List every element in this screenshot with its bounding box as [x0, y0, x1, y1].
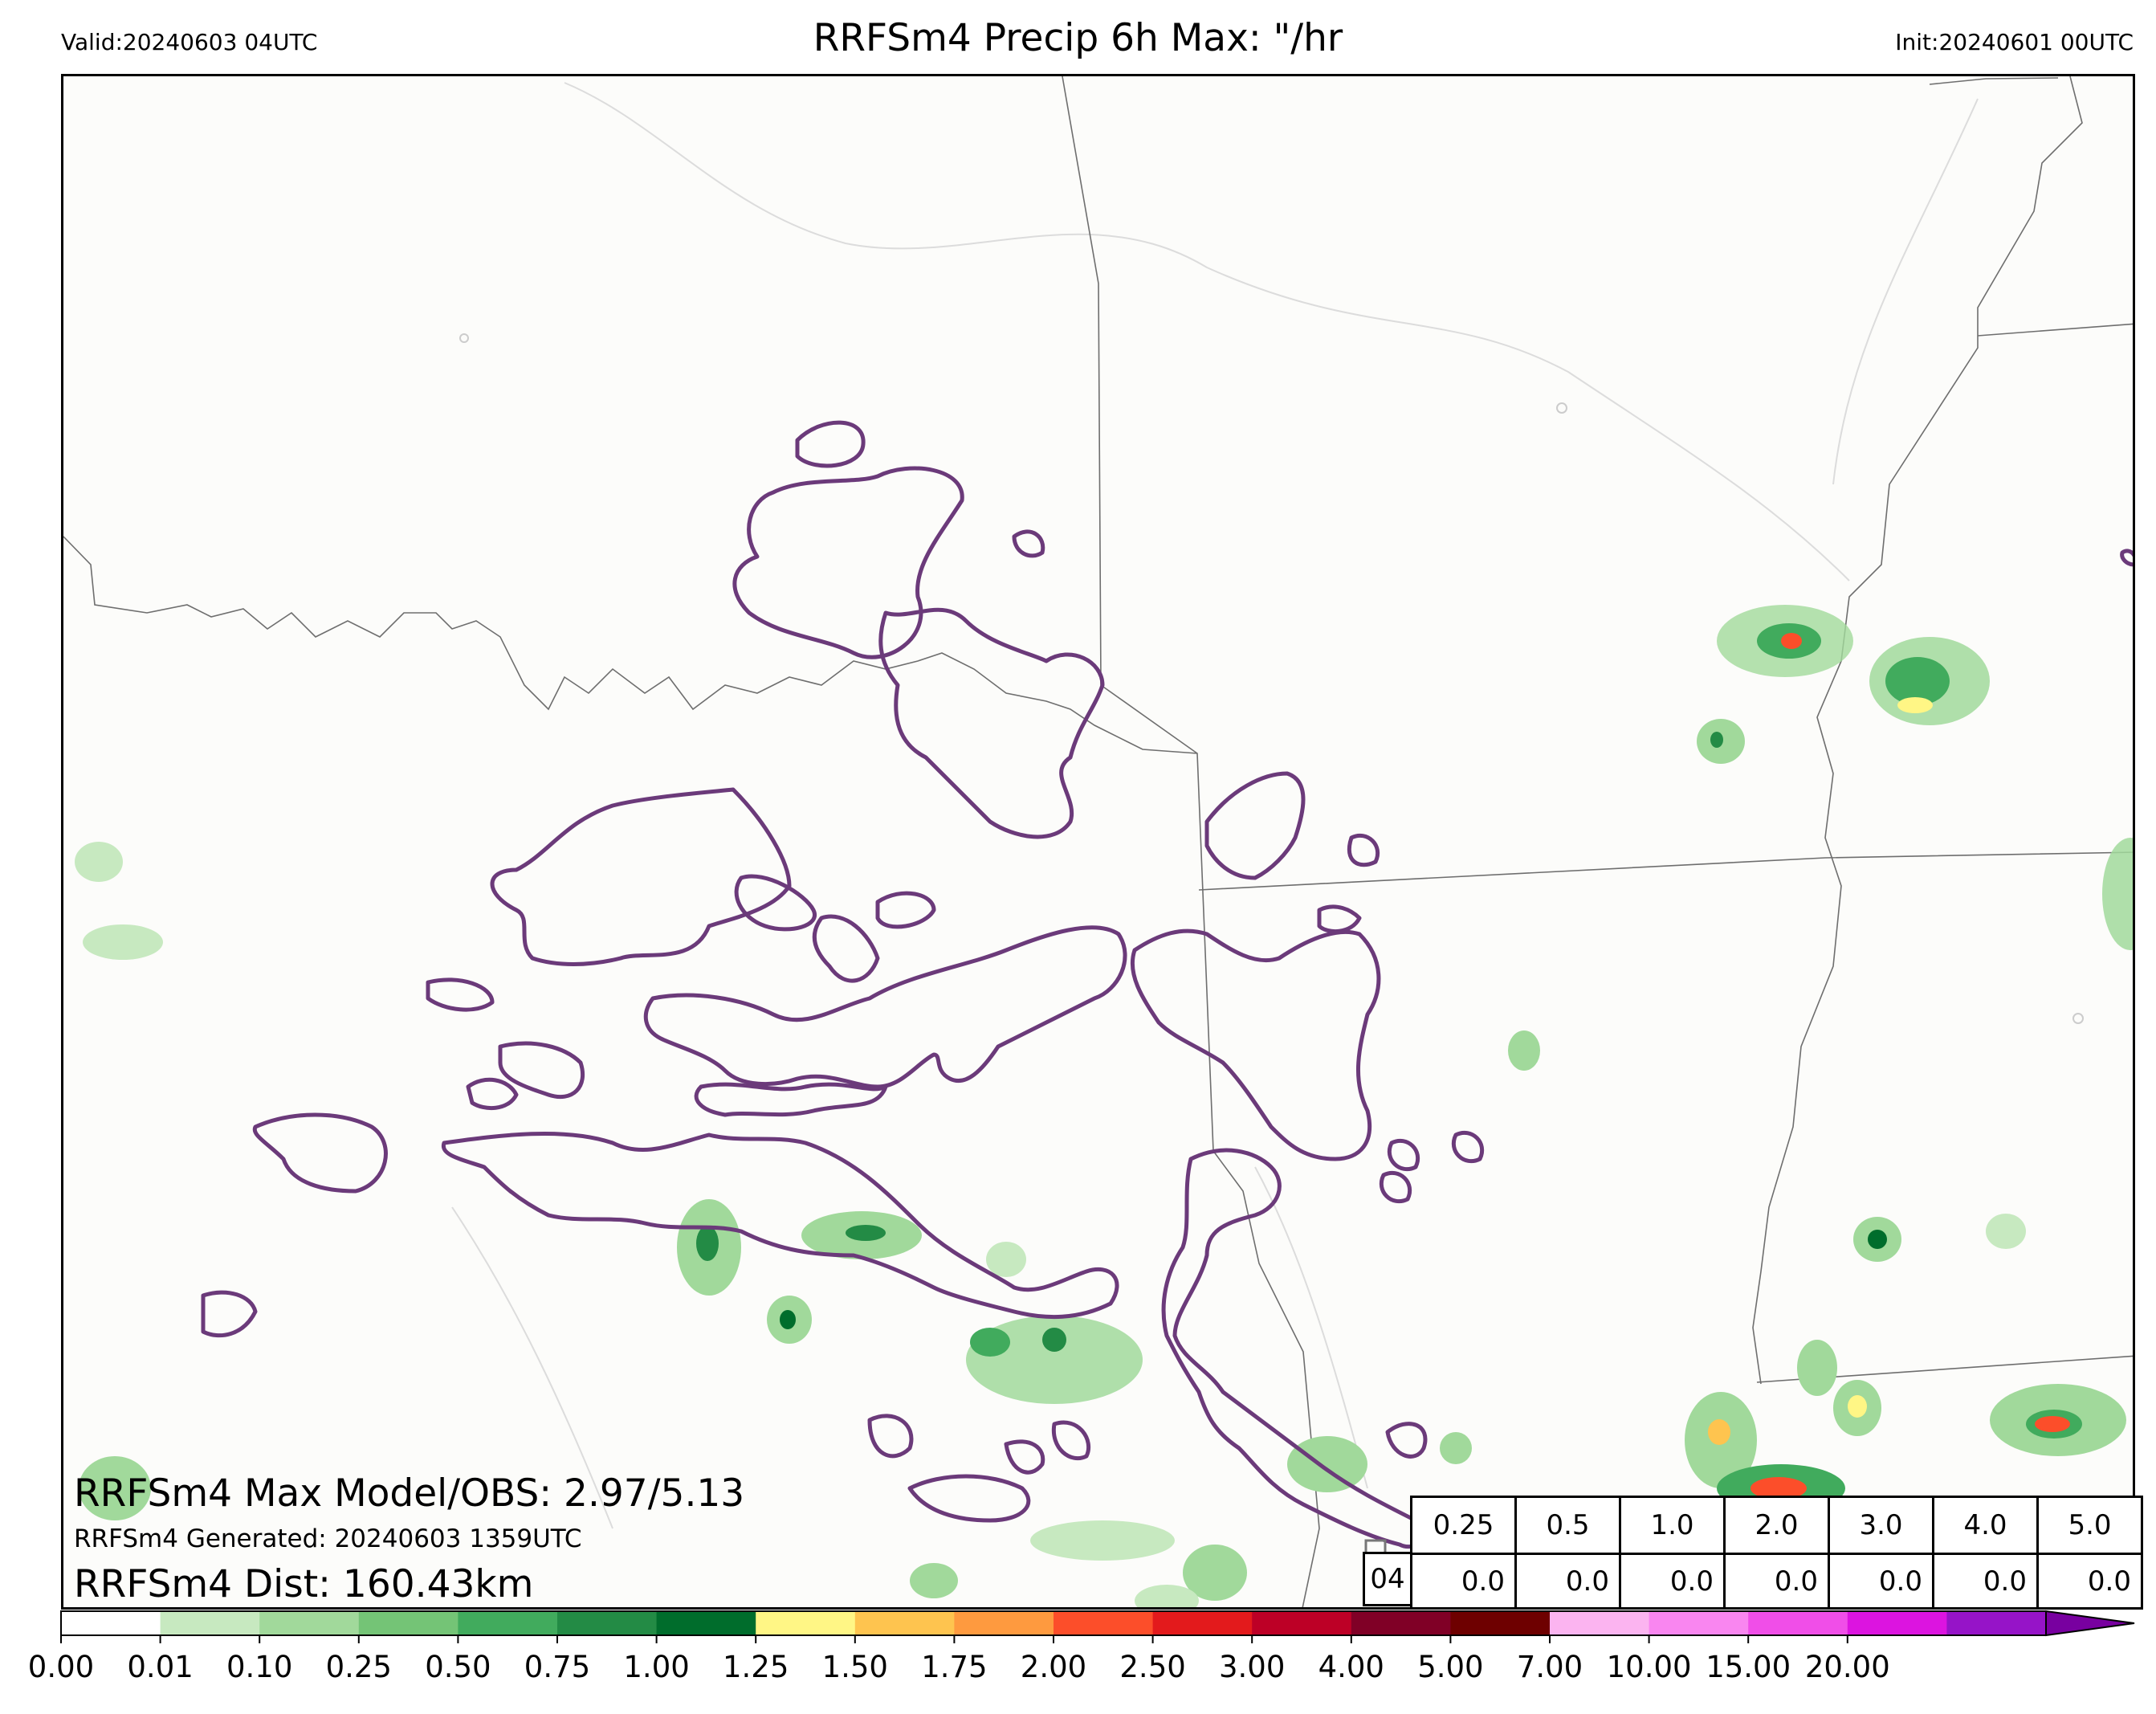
- colorbar-tick-label: 3.00: [1219, 1650, 1285, 1684]
- colorbar-segment: [1550, 1611, 1650, 1635]
- colorbar-tick-label: 4.00: [1318, 1650, 1384, 1684]
- colorbar-tick-label: 1.00: [623, 1650, 689, 1684]
- colorbar-segment: [358, 1611, 459, 1635]
- distance-label: RRFSm4 Dist: 160.43km: [74, 1562, 534, 1606]
- colorbar-segment: [756, 1611, 856, 1635]
- colorbar-tick-label: 0.25: [326, 1650, 392, 1684]
- colorbar-outline: [60, 1610, 2047, 1636]
- colorbar-segment: [954, 1611, 1054, 1635]
- colorbar-segment: [1748, 1611, 1848, 1635]
- threshold-value: 0.0: [1932, 1553, 2039, 1610]
- colorbar-tick-label: 1.50: [822, 1650, 888, 1684]
- colorbar-segment: [1847, 1611, 1947, 1635]
- model-precip-fills: [75, 605, 2133, 1607]
- colorbar-segment: [656, 1611, 756, 1635]
- colorbar-tick-label: 0.01: [127, 1650, 193, 1684]
- threshold-value-row: 0.0 0.0 0.0 0.0 0.0 0.0 0.0: [1410, 1553, 2143, 1610]
- threshold-header: 5.0: [2036, 1496, 2143, 1555]
- map-markers: [459, 333, 2084, 1024]
- threshold-value: 0.0: [1828, 1553, 1934, 1610]
- threshold-table-hour: 04: [1363, 1552, 1410, 1606]
- threshold-value: 0.0: [1723, 1553, 1830, 1610]
- colorbar-tick-label: 0.75: [524, 1650, 590, 1684]
- threshold-value: 0.0: [2036, 1553, 2143, 1610]
- colorbar-tick-label: 0.10: [226, 1650, 292, 1684]
- colorbar-segment: [458, 1611, 558, 1635]
- threshold-value: 0.0: [1514, 1553, 1621, 1610]
- obs-precip-contours: [201, 420, 2133, 1549]
- colorbar-segment: [1649, 1611, 1749, 1635]
- threshold-header: 0.25: [1410, 1496, 1517, 1555]
- colorbar-segment: [1252, 1611, 1352, 1635]
- generated-time-label: RRFSm4 Generated: 20240603 1359UTC: [74, 1524, 582, 1553]
- threshold-value: 0.0: [1410, 1553, 1517, 1610]
- colorbar-tick-label: 7.00: [1517, 1650, 1583, 1684]
- threshold-header: 4.0: [1932, 1496, 2039, 1555]
- colorbar-tick-label: 15.00: [1706, 1650, 1791, 1684]
- colorbar-tick-label: 1.75: [921, 1650, 987, 1684]
- map-canvas: [63, 76, 2133, 1607]
- colorbar-segment: [1946, 1611, 2047, 1635]
- valid-time-label: Valid:20240603 04UTC: [61, 29, 318, 55]
- colorbar-tick-label: 10.00: [1607, 1650, 1692, 1684]
- threshold-header-row: 0.25 0.5 1.0 2.0 3.0 4.0 5.0: [1410, 1496, 2143, 1555]
- threshold-value: 0.0: [1619, 1553, 1726, 1610]
- threshold-header: 2.0: [1723, 1496, 1830, 1555]
- colorbar-segment: [1450, 1611, 1551, 1635]
- threshold-header: 1.0: [1619, 1496, 1726, 1555]
- colorbar-segment: [1054, 1611, 1154, 1635]
- colorbar-tick-label: 5.00: [1417, 1650, 1483, 1684]
- init-time-label: Init:20240601 00UTC: [1895, 29, 2134, 55]
- colorbar-tick-label: 2.00: [1021, 1650, 1086, 1684]
- colorbar-segment: [854, 1611, 955, 1635]
- colorbar-extend-arrow: [2045, 1610, 2135, 1637]
- colorbar-tick-label: 0.50: [425, 1650, 491, 1684]
- map-title: RRFSm4 Precip 6h Max: "/hr: [813, 16, 1343, 60]
- colorbar-segment: [557, 1611, 658, 1635]
- colorbar-segment: [1152, 1611, 1253, 1635]
- colorbar-segment: [61, 1611, 161, 1635]
- colorbar-segment: [1351, 1611, 1451, 1635]
- colorbar-segment: [160, 1611, 260, 1635]
- threshold-header: 0.5: [1514, 1496, 1621, 1555]
- colorbar-tick-label: 2.50: [1119, 1650, 1185, 1684]
- threshold-table: 0.25 0.5 1.0 2.0 3.0 4.0 5.0 0.0 0.0 0.0…: [1410, 1496, 2143, 1610]
- rivers: [451, 82, 1979, 1529]
- colorbar-tick-label: 20.00: [1805, 1650, 1890, 1684]
- colorbar-tick-label: 1.25: [723, 1650, 789, 1684]
- max-model-obs-label: RRFSm4 Max Model/OBS: 2.97/5.13: [74, 1471, 745, 1516]
- threshold-header: 3.0: [1828, 1496, 1934, 1555]
- colorbar-segment: [259, 1611, 360, 1635]
- map-panel: [61, 74, 2135, 1610]
- colorbar-tick-label: 0.00: [28, 1650, 94, 1684]
